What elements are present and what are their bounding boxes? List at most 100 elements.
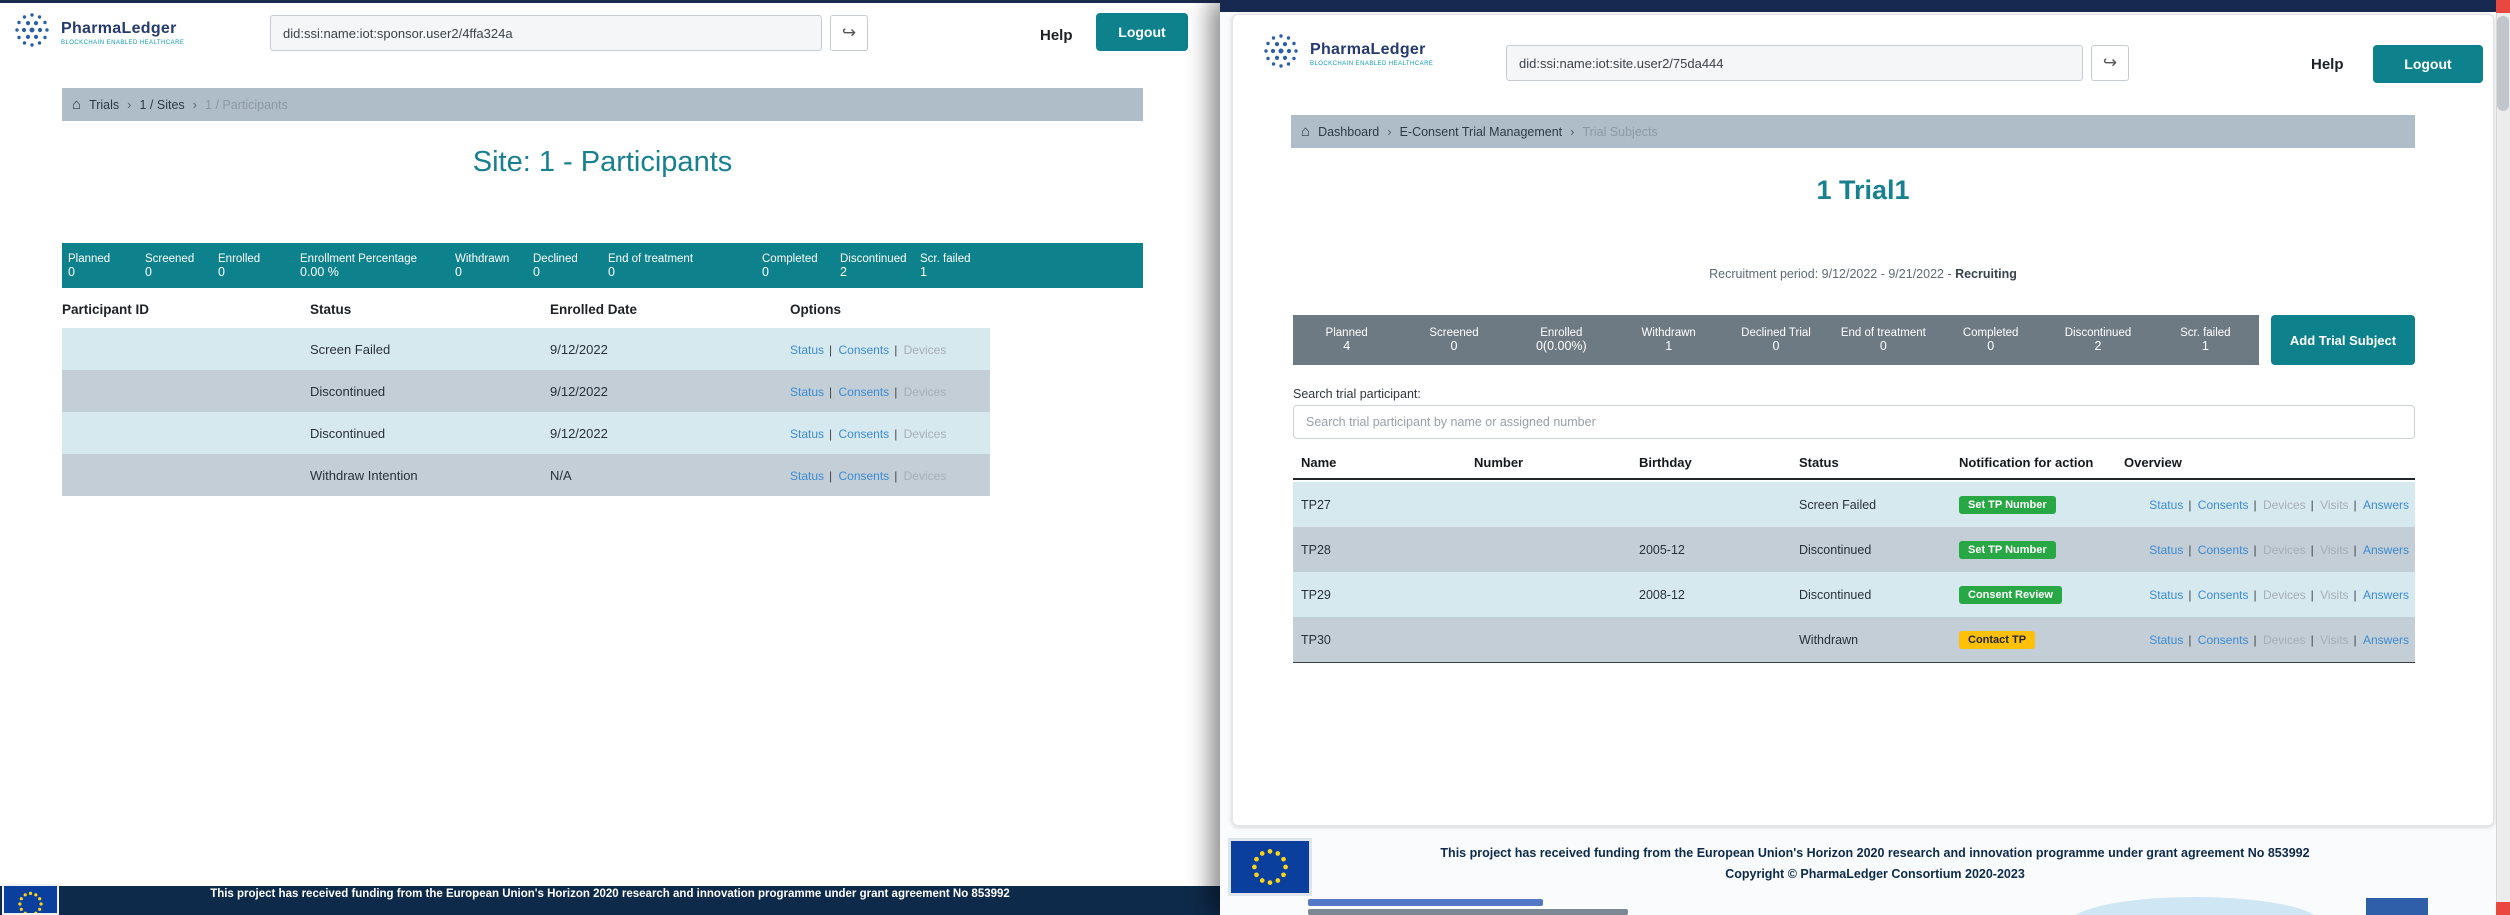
col-status: Status: [310, 302, 352, 317]
share-did-button[interactable]: ↪: [2091, 45, 2129, 81]
notification-badge[interactable]: Contact TP: [1959, 630, 2036, 649]
search-input[interactable]: [1293, 405, 2415, 439]
status-cell: Discontinued: [1799, 542, 1872, 557]
options-links: Status Consents Devices: [790, 426, 990, 441]
devices-link[interactable]: Devices: [894, 385, 946, 399]
scrollbar-down-button[interactable]: [2496, 902, 2510, 915]
visits-link[interactable]: Visits: [2311, 588, 2349, 602]
notification-cell: Set TP Number: [1951, 495, 2116, 514]
devices-link[interactable]: Devices: [2253, 543, 2305, 557]
clipped-text-line: [1308, 909, 1628, 915]
table-row: Withdraw Intention N/A Status Consents Dev…: [62, 454, 990, 496]
devices-link[interactable]: Devices: [2253, 588, 2305, 602]
logout-button[interactable]: Logout: [1096, 13, 1188, 51]
notification-badge[interactable]: Set TP Number: [1959, 495, 2056, 514]
consents-link[interactable]: Consents: [829, 469, 889, 483]
add-trial-subject-button[interactable]: Add Trial Subject: [2271, 315, 2415, 365]
status-cell: Screen Failed: [310, 341, 391, 357]
share-did-button[interactable]: ↪: [830, 15, 868, 51]
visits-link[interactable]: Visits: [2311, 633, 2349, 647]
participants-table: Screen Failed 9/12/2022 Status Consents De…: [62, 328, 990, 496]
clipped-graphic: [2366, 898, 2428, 915]
devices-link[interactable]: Devices: [894, 427, 946, 441]
scrollbar-up-button[interactable]: [2496, 0, 2510, 13]
consents-link[interactable]: Consents: [2188, 633, 2248, 647]
consents-link[interactable]: Consents: [829, 343, 889, 357]
col-options: Options: [790, 302, 841, 317]
funding-text: This project has received funding from t…: [210, 888, 1010, 900]
consents-link[interactable]: Consents: [829, 427, 889, 441]
did-input[interactable]: [1506, 45, 2083, 81]
eu-flag: [1228, 838, 1312, 896]
answers-link[interactable]: Answers: [2354, 543, 2409, 557]
status-link[interactable]: Status: [790, 426, 825, 441]
sponsor-window: PharmaLedger BLOCKCHAIN ENABLED HEALTHCA…: [0, 0, 1220, 915]
stat-planned: Planned 0: [68, 252, 111, 279]
status-link[interactable]: Status: [2149, 587, 2184, 602]
answers-link[interactable]: Answers: [2354, 588, 2409, 602]
stat-enrolled: Enrolled 0(0.00%): [1535, 327, 1587, 353]
table-row: Screen Failed 9/12/2022 Status Consents De…: [62, 328, 990, 370]
devices-link[interactable]: Devices: [2253, 498, 2305, 512]
site-window: PharmaLedger BLOCKCHAIN ENABLED HEALTHCA…: [1220, 0, 2510, 915]
notification-badge[interactable]: Set TP Number: [1959, 540, 2056, 559]
col-status: Status: [1799, 455, 1839, 470]
status-cell: Discontinued: [1799, 587, 1872, 602]
status-link[interactable]: Status: [790, 468, 825, 483]
window-top-edge: [0, 0, 1220, 3]
status-cell: Discontinued: [310, 383, 386, 399]
answers-link[interactable]: Answers: [2354, 633, 2409, 647]
breadcrumb-item-trials[interactable]: Trials: [89, 97, 120, 112]
breadcrumb-item-econsent[interactable]: E-Consent Trial Management: [1399, 124, 1563, 139]
consents-link[interactable]: Consents: [2188, 543, 2248, 557]
help-link[interactable]: Help: [1040, 27, 1073, 44]
page-title: Site: 1 - Participants: [472, 146, 733, 178]
options-links: Status Consents Devices: [790, 384, 990, 399]
participants-table-header: Participant ID Status Enrolled Date Opti…: [62, 294, 990, 325]
stat-enrollment-percentage: Enrollment Percentage 0.00 %: [300, 252, 417, 279]
eu-flag: [2, 884, 59, 915]
brand-name: PharmaLedger: [1310, 40, 1426, 58]
table-row: Discontinued 9/12/2022 Status Consents Dev…: [62, 412, 990, 454]
answers-link[interactable]: Answers: [2354, 498, 2409, 512]
devices-link[interactable]: Devices: [2253, 633, 2305, 647]
stat-completed: Completed 0: [1962, 327, 2019, 353]
status-cell: Discontinued: [310, 425, 386, 441]
stat-scr-failed: Scr. failed 1: [2180, 327, 2231, 353]
window-title-bar: [1220, 0, 2510, 12]
recruitment-status: Recruiting: [1955, 267, 2017, 281]
status-cell: Withdrawn: [1799, 632, 1859, 647]
pharmaledger-logo: PharmaLedger BLOCKCHAIN ENABLED HEALTHCA…: [1259, 31, 1433, 76]
status-cell: Screen Failed: [1799, 497, 1877, 512]
chevron-separator-icon: ›: [1570, 124, 1575, 139]
name-cell: TP30: [1301, 632, 1331, 647]
logout-button[interactable]: Logout: [2373, 45, 2483, 83]
visits-link[interactable]: Visits: [2311, 543, 2349, 557]
scrollbar-track[interactable]: [2496, 0, 2510, 915]
consents-link[interactable]: Consents: [829, 385, 889, 399]
scrollbar-thumb[interactable]: [2497, 16, 2509, 111]
stat-discontinued: Discontinued 2: [2064, 327, 2132, 353]
devices-link[interactable]: Devices: [894, 343, 946, 357]
consents-link[interactable]: Consents: [2188, 498, 2248, 512]
status-link[interactable]: Status: [790, 384, 825, 399]
visits-link[interactable]: Visits: [2311, 498, 2349, 512]
breadcrumb: ⌂ Dashboard › E-Consent Trial Management…: [1291, 115, 2415, 148]
status-link[interactable]: Status: [790, 342, 825, 357]
stat-enrolled: Enrolled 0: [218, 252, 261, 279]
devices-link[interactable]: Devices: [894, 469, 946, 483]
breadcrumb-item-dashboard[interactable]: Dashboard: [1318, 124, 1380, 139]
notification-badge[interactable]: Consent Review: [1959, 585, 2062, 604]
status-link[interactable]: Status: [2149, 632, 2184, 647]
status-link[interactable]: Status: [2149, 497, 2184, 512]
status-link[interactable]: Status: [2149, 542, 2184, 557]
stat-discontinued: Discontinued 2: [840, 252, 907, 279]
did-input[interactable]: [270, 15, 822, 51]
clipped-graphic: [2070, 897, 2320, 915]
consents-link[interactable]: Consents: [2188, 588, 2248, 602]
name-cell: TP28: [1301, 542, 1331, 557]
help-link[interactable]: Help: [2311, 56, 2344, 73]
stat-end-of-treatment: End of treatment 0: [1840, 327, 1926, 353]
col-overview: Overview: [2124, 455, 2182, 470]
breadcrumb-item-sites[interactable]: 1 / Sites: [139, 97, 185, 112]
